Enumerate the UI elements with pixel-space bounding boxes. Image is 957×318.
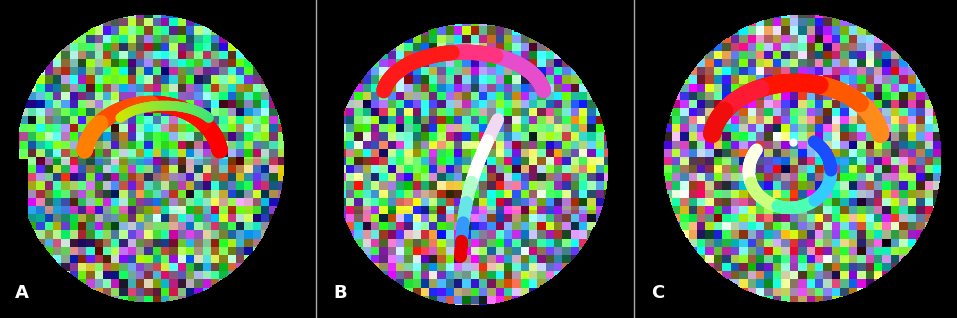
Text: C: C	[651, 285, 664, 302]
Text: B: B	[333, 285, 346, 302]
Text: A: A	[15, 285, 29, 302]
